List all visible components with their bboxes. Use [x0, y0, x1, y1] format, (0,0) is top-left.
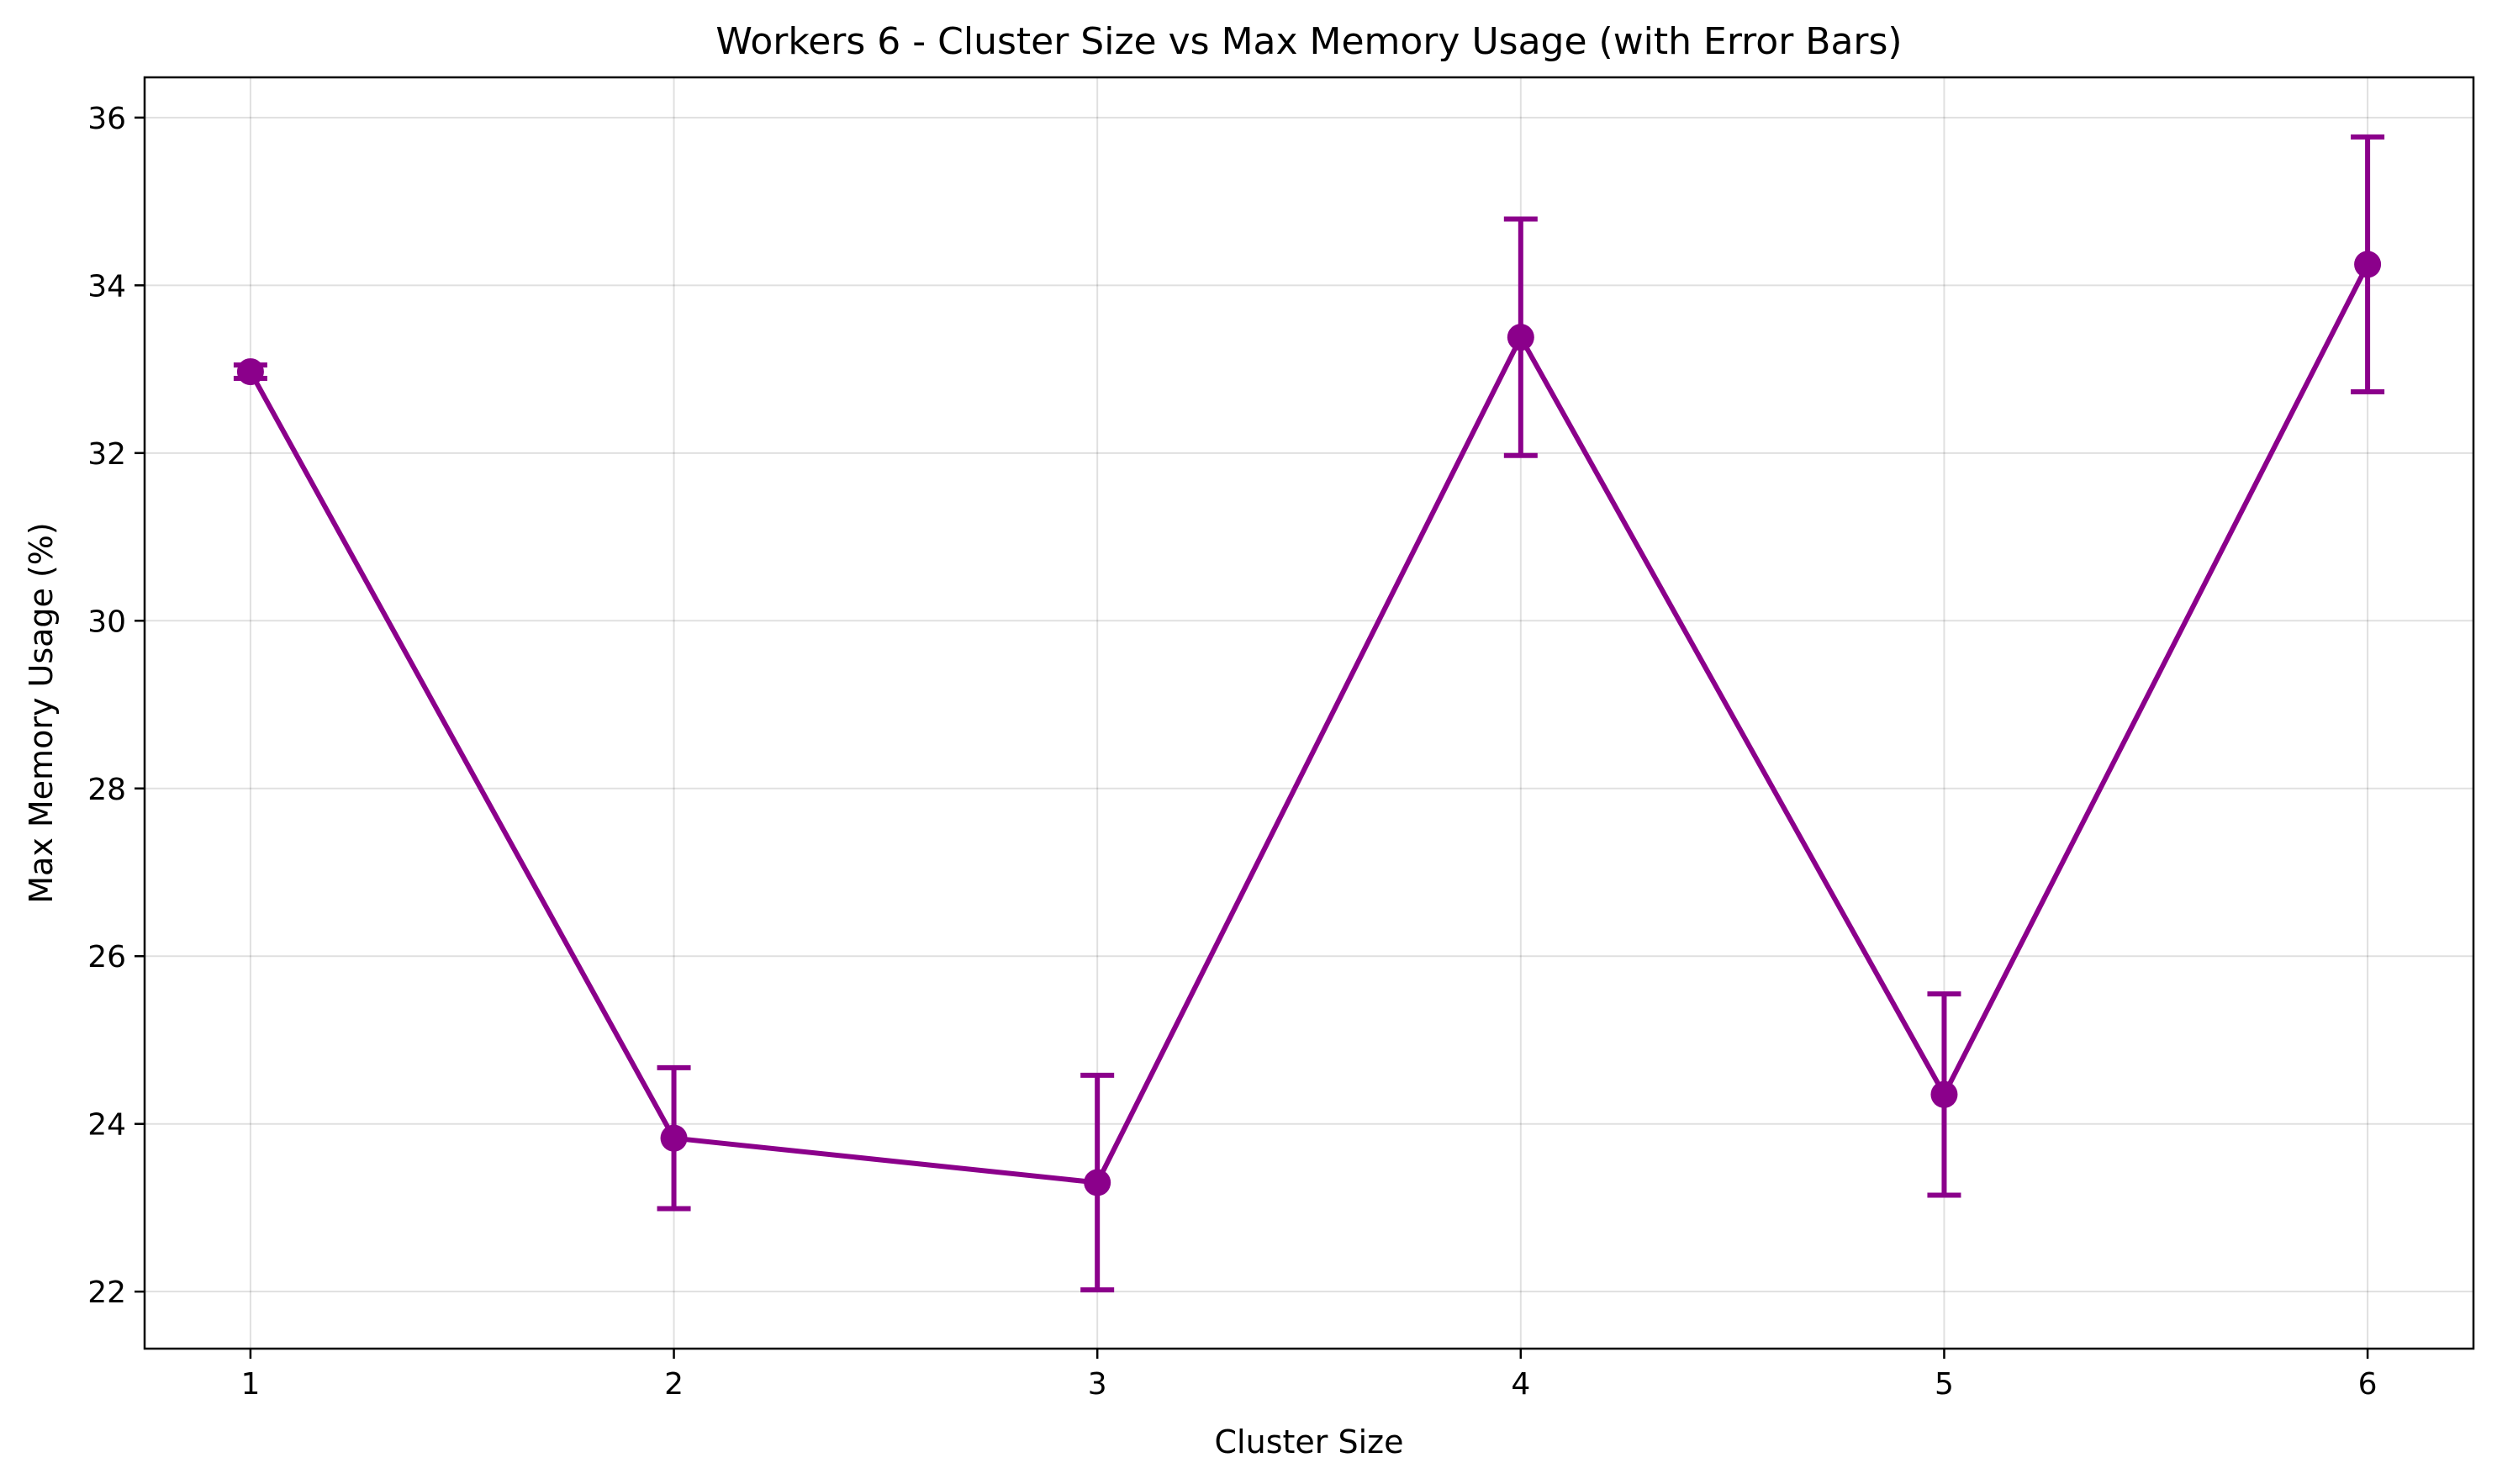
data-point: [660, 1124, 688, 1152]
y-tick-label: 34: [87, 269, 126, 304]
x-tick-label: 1: [240, 1367, 260, 1402]
y-tick-label: 22: [87, 1275, 126, 1310]
chart-title: Workers 6 - Cluster Size vs Max Memory U…: [715, 20, 1902, 63]
x-tick-label: 2: [664, 1367, 684, 1402]
y-tick-label: 24: [87, 1108, 126, 1143]
y-axis-ticks: 22 24 26 28 30 32 34 36: [87, 102, 145, 1310]
series-line: [247, 261, 2371, 1186]
plot-frame: [143, 76, 2475, 1350]
y-tick-label: 32: [87, 437, 126, 472]
x-axis-label: Cluster Size: [1215, 1423, 1404, 1460]
y-tick-label: 26: [87, 940, 126, 974]
y-axis-label: Max Memory Usage (%): [23, 522, 60, 904]
data-point: [1507, 324, 1534, 351]
x-tick-label: 4: [1511, 1367, 1530, 1402]
data-point: [236, 358, 264, 386]
y-tick-label: 28: [87, 773, 126, 807]
grid: [145, 77, 2473, 1349]
y-tick-label: 30: [87, 605, 126, 639]
data-point: [1084, 1169, 1111, 1196]
x-axis-ticks: 1 2 3 4 5 6: [240, 1349, 2378, 1402]
x-tick-label: 5: [1935, 1367, 1954, 1402]
x-tick-label: 6: [2358, 1367, 2378, 1402]
data-point: [2354, 251, 2382, 278]
y-tick-label: 36: [87, 102, 126, 136]
data-point: [1930, 1080, 1958, 1108]
markers: [236, 251, 2382, 1196]
x-tick-label: 3: [1088, 1367, 1107, 1402]
